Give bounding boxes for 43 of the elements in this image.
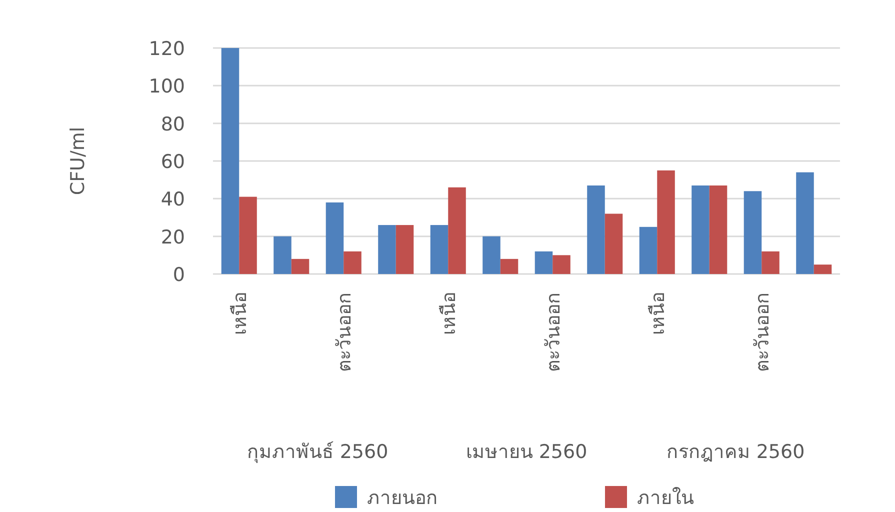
y-tick-label: 60 — [160, 151, 185, 173]
bar — [448, 187, 466, 274]
bar — [587, 185, 605, 274]
bar — [552, 255, 570, 274]
bar — [430, 225, 448, 274]
y-axis-title: CFU/ml — [67, 126, 89, 196]
y-tick-label: 80 — [160, 113, 185, 136]
text: เมษายน 2560 — [466, 441, 588, 463]
y-tick-label: 100 — [148, 76, 185, 98]
bar — [344, 251, 362, 274]
x-tick-label: ตะวันออก — [752, 292, 774, 372]
bar — [482, 236, 500, 274]
text: กรกฎาคม 2560 — [666, 441, 805, 463]
legend-label: ภายใน — [637, 487, 694, 509]
y-tick-label: 120 — [148, 38, 185, 60]
x-tick-label: เหนือ — [647, 292, 670, 335]
bar — [396, 225, 414, 274]
bar — [639, 226, 658, 274]
y-tick-label: 0 — [172, 264, 185, 286]
bar — [762, 251, 780, 274]
x-tick-label: ตะวันออก — [542, 292, 565, 372]
bar — [657, 170, 675, 274]
bar — [814, 264, 832, 274]
x-tick-label: ตะวันออก — [334, 292, 356, 372]
bar — [692, 185, 710, 274]
bar — [274, 236, 292, 274]
x-tick-label: เหนือ — [438, 292, 460, 335]
y-tick-label: 40 — [160, 188, 185, 211]
bar — [239, 196, 257, 274]
bar — [604, 214, 623, 274]
bar — [534, 251, 553, 274]
bar — [221, 48, 240, 274]
y-tick-label: 20 — [160, 226, 185, 248]
x-tick-label: เหนือ — [229, 292, 252, 335]
bar — [291, 258, 310, 274]
bar — [500, 258, 518, 274]
bar — [326, 202, 344, 274]
legend-label: ภายนอก — [367, 487, 438, 509]
bar — [796, 172, 814, 274]
bar — [744, 191, 762, 274]
bar — [378, 225, 396, 274]
bar — [709, 185, 728, 274]
text: กุมภาพันธ์ 2560 — [246, 441, 388, 464]
